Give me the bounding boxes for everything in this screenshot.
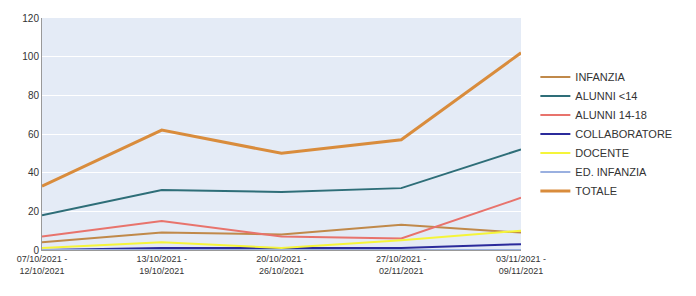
svg-text:13/10/2021 -19/10/2021: 13/10/2021 -19/10/2021	[136, 254, 187, 276]
svg-text:TOTALE: TOTALE	[575, 185, 617, 197]
svg-text:COLLABORATORE: COLLABORATORE	[575, 128, 672, 140]
svg-text:ALUNNI <14: ALUNNI <14	[575, 90, 637, 102]
svg-text:03/11/2021 -09/11/2021: 03/11/2021 -09/11/2021	[496, 254, 546, 276]
svg-text:ED. INFANZIA: ED. INFANZIA	[575, 166, 647, 178]
svg-text:27/10/2021 -02/11/2021: 27/10/2021 -02/11/2021	[376, 254, 427, 276]
svg-text:07/10/2021 -12/10/2021: 07/10/2021 -12/10/2021	[17, 254, 68, 276]
svg-text:ALUNNI 14-18: ALUNNI 14-18	[575, 109, 647, 121]
svg-text:DOCENTE: DOCENTE	[575, 147, 629, 159]
svg-text:20/10/2021 -26/10/2021: 20/10/2021 -26/10/2021	[256, 254, 307, 276]
svg-text:100: 100	[22, 51, 39, 62]
svg-text:0: 0	[33, 245, 39, 256]
svg-text:40: 40	[28, 167, 40, 178]
svg-text:INFANZIA: INFANZIA	[575, 71, 625, 83]
svg-text:60: 60	[28, 129, 40, 140]
svg-text:80: 80	[28, 90, 40, 101]
svg-text:120: 120	[22, 13, 39, 24]
svg-text:20: 20	[28, 206, 40, 217]
